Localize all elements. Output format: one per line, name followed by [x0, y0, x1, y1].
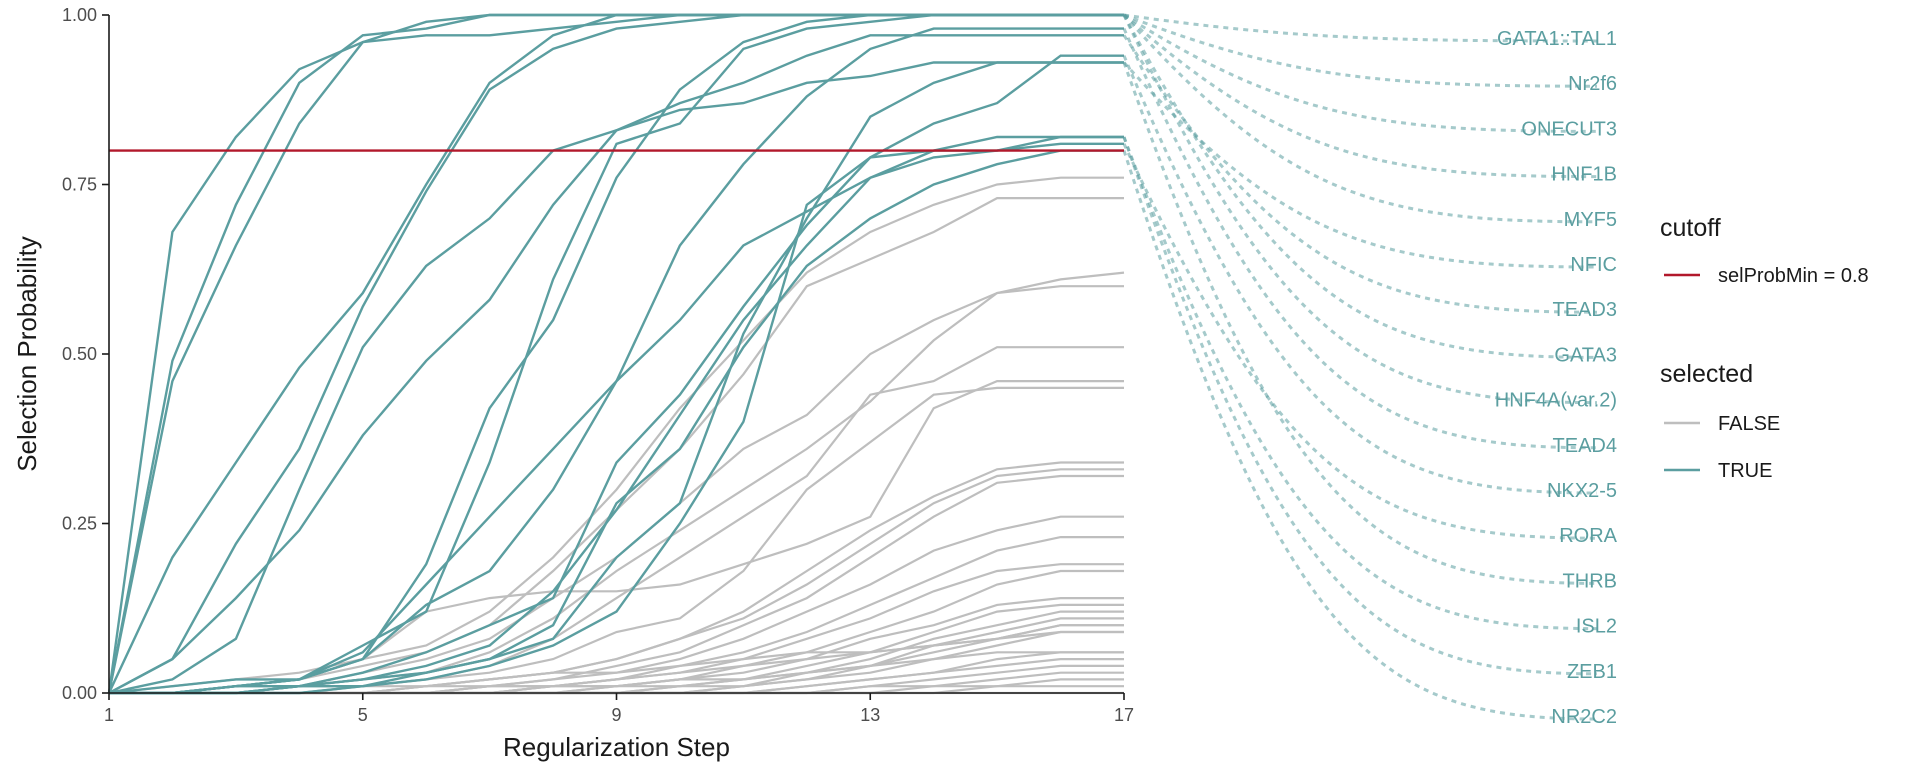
label-connector-group: [1122, 13, 1598, 721]
legend: cutoff selProbMin = 0.8 selected FALSE T…: [1660, 214, 1869, 482]
selected-series-line: [109, 135, 1124, 695]
y-tick-label: 0.50: [62, 344, 97, 364]
unselected-series-line: [109, 610, 1124, 695]
series-label: HNF4A(var.2): [1495, 390, 1617, 412]
unselected-series-line: [108, 176, 1124, 695]
x-tick-label: 13: [860, 705, 880, 725]
x-tick-label: 9: [611, 705, 621, 725]
series-label: ONECUT3: [1521, 118, 1617, 140]
series-label-group: GATA1::TAL1Nr2f6ONECUT3HNF1BMYF5NFICTEAD…: [1495, 28, 1618, 728]
y-tick-label: 0.00: [62, 683, 97, 703]
series-label-connector: [1123, 13, 1598, 179]
series-label-connector: [1122, 34, 1598, 314]
series-label: MYF5: [1564, 209, 1617, 231]
series-label-connector: [1122, 55, 1598, 495]
x-tick-label: 1: [104, 705, 114, 725]
series-label-connector: [1122, 14, 1598, 359]
selected-series-line: [109, 135, 1124, 695]
legend-cutoff-title: cutoff: [1660, 214, 1721, 242]
series-label: ISL2: [1576, 616, 1617, 638]
series-label-connector: [1122, 61, 1598, 585]
series-label: HNF1B: [1551, 164, 1617, 186]
unselected-series-line: [109, 386, 1124, 695]
series-label: TEAD4: [1553, 435, 1617, 457]
x-tick-label: 5: [358, 705, 368, 725]
selected-series-line: [109, 149, 1124, 695]
series-label-connector: [1122, 14, 1598, 405]
series-label-connector: [1122, 136, 1598, 631]
legend-selected-title: selected: [1660, 360, 1753, 388]
series-label: GATA3: [1554, 344, 1617, 366]
y-axis-title: Selection Probability: [12, 236, 42, 472]
series-label-connector: [1122, 150, 1598, 721]
x-tick-group: 1 5 9 13 17: [104, 693, 1134, 725]
y-tick-label: 0.25: [62, 514, 97, 534]
series-label-connector: [1122, 143, 1598, 540]
series-label: NFIC: [1570, 254, 1617, 276]
series-label-connector: [1123, 13, 1598, 133]
series-label: NKX2-5: [1547, 480, 1617, 502]
selected-series-line: [109, 54, 1124, 695]
series-label: GATA1::TAL1: [1497, 28, 1617, 50]
series-label: ZEB1: [1567, 661, 1617, 683]
legend-false-label: FALSE: [1718, 413, 1780, 435]
series-label: THRB: [1563, 570, 1617, 592]
series-label-connector: [1122, 14, 1598, 224]
series-label-connector: [1122, 136, 1598, 676]
y-tick-label: 1.00: [62, 5, 97, 25]
series-label: RORA: [1559, 525, 1617, 547]
series-label: Nr2f6: [1568, 73, 1617, 95]
legend-true-label: TRUE: [1718, 460, 1772, 482]
selected-series-line: [108, 34, 1124, 695]
unselected-series-line: [109, 380, 1124, 695]
series-label-connector: [1123, 13, 1598, 88]
x-axis-title: Regularization Step: [503, 732, 730, 762]
series-label-connector: [1122, 61, 1598, 269]
series-label: NR2C2: [1551, 706, 1617, 728]
series-label-connector: [1122, 27, 1598, 450]
unselected-series-group: [108, 176, 1125, 695]
x-tick-label: 17: [1114, 705, 1134, 725]
y-tick-label: 0.75: [62, 175, 97, 195]
y-tick-group: 0.00 0.25 0.50 0.75 1.00: [62, 5, 109, 703]
series-label-connector: [1123, 13, 1598, 43]
legend-cutoff-label: selProbMin = 0.8: [1718, 265, 1869, 287]
series-label: TEAD3: [1553, 299, 1617, 321]
